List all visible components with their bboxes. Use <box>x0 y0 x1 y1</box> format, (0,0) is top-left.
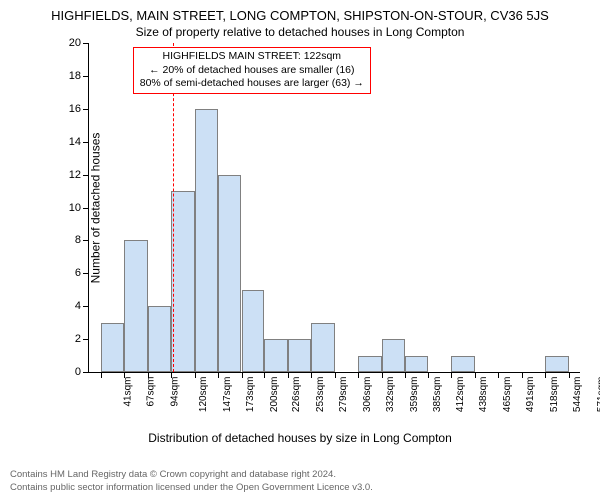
x-tick <box>311 372 312 378</box>
x-tick-label: 94sqm <box>170 377 181 407</box>
x-tick <box>148 372 149 378</box>
footer: Contains HM Land Registry data © Crown c… <box>10 469 590 494</box>
x-tick-label: 571sqm <box>596 377 600 413</box>
annotation-box: HIGHFIELDS MAIN STREET: 122sqm ← 20% of … <box>133 47 371 94</box>
x-tick-label: 359sqm <box>409 377 420 413</box>
x-tick-label: 120sqm <box>198 377 209 413</box>
x-tick <box>569 372 570 378</box>
annotation-line1: HIGHFIELDS MAIN STREET: 122sqm <box>140 50 364 64</box>
x-tick <box>101 372 102 378</box>
x-tick <box>382 372 383 378</box>
histogram-bar <box>264 339 288 372</box>
x-tick <box>498 372 499 378</box>
y-tick <box>83 339 89 340</box>
x-tick <box>545 372 546 378</box>
y-tick-label: 16 <box>59 103 81 115</box>
y-tick-label: 20 <box>59 37 81 49</box>
x-tick <box>288 372 289 378</box>
annotation-line2: ← 20% of detached houses are smaller (16… <box>140 64 364 78</box>
y-tick <box>83 372 89 373</box>
histogram-bar <box>382 339 405 372</box>
chart-inner: HIGHFIELDS MAIN STREET: 122sqm ← 20% of … <box>88 43 580 373</box>
plot-area: Number of detached houses HIGHFIELDS MAI… <box>58 43 580 373</box>
y-tick-label: 4 <box>59 300 81 312</box>
y-tick-label: 2 <box>59 333 81 345</box>
histogram-bar <box>218 175 242 372</box>
x-tick-label: 385sqm <box>432 377 443 413</box>
x-tick <box>218 372 219 378</box>
x-tick-label: 544sqm <box>572 377 583 413</box>
y-tick <box>83 208 89 209</box>
y-tick <box>83 109 89 110</box>
y-tick <box>83 142 89 143</box>
x-tick-label: 67sqm <box>146 377 157 407</box>
x-tick <box>124 372 125 378</box>
histogram-bar <box>288 339 311 372</box>
x-tick-label: 332sqm <box>385 377 396 413</box>
chart-title-main: HIGHFIELDS, MAIN STREET, LONG COMPTON, S… <box>10 8 590 23</box>
annotation-line3: 80% of semi-detached houses are larger (… <box>140 77 364 91</box>
x-tick <box>451 372 452 378</box>
x-axis-label: Distribution of detached houses by size … <box>10 431 590 445</box>
histogram-bar <box>358 356 382 372</box>
x-tick <box>428 372 429 378</box>
x-tick-label: 491sqm <box>525 377 536 413</box>
chart-title-sub: Size of property relative to detached ho… <box>10 25 590 39</box>
histogram-bar <box>101 323 124 372</box>
x-tick-label: 465sqm <box>502 377 513 413</box>
x-tick-label: 173sqm <box>245 377 256 413</box>
y-tick <box>83 273 89 274</box>
x-tick <box>242 372 243 378</box>
x-tick-label: 306sqm <box>362 377 373 413</box>
x-tick-label: 200sqm <box>269 377 280 413</box>
histogram-bar <box>148 306 171 372</box>
y-tick <box>83 43 89 44</box>
histogram-bar <box>124 240 148 372</box>
y-tick <box>83 76 89 77</box>
footer-line1: Contains HM Land Registry data © Crown c… <box>10 469 590 481</box>
x-tick <box>171 372 172 378</box>
y-tick-label: 14 <box>59 136 81 148</box>
y-tick <box>83 175 89 176</box>
x-tick-label: 41sqm <box>123 377 134 407</box>
x-tick <box>358 372 359 378</box>
footer-line2: Contains public sector information licen… <box>10 482 590 494</box>
histogram-bar <box>405 356 429 372</box>
chart-container: HIGHFIELDS, MAIN STREET, LONG COMPTON, S… <box>0 0 600 500</box>
histogram-bar <box>171 191 195 372</box>
y-tick-label: 10 <box>59 202 81 214</box>
x-tick-label: 147sqm <box>222 377 233 413</box>
y-tick-label: 18 <box>59 70 81 82</box>
y-tick-label: 8 <box>59 234 81 246</box>
x-tick <box>522 372 523 378</box>
x-tick <box>264 372 265 378</box>
histogram-bar <box>451 356 475 372</box>
histogram-bar <box>242 290 265 372</box>
x-tick <box>195 372 196 378</box>
y-tick-label: 0 <box>59 366 81 378</box>
histogram-bar <box>311 323 335 372</box>
y-tick <box>83 240 89 241</box>
x-tick <box>335 372 336 378</box>
x-tick <box>405 372 406 378</box>
y-tick-label: 12 <box>59 169 81 181</box>
x-tick-label: 518sqm <box>549 377 560 413</box>
x-tick-label: 253sqm <box>315 377 326 413</box>
x-tick-label: 412sqm <box>455 377 466 413</box>
histogram-bar <box>195 109 218 372</box>
x-tick-label: 438sqm <box>478 377 489 413</box>
histogram-bar <box>545 356 569 372</box>
x-tick <box>475 372 476 378</box>
x-tick-label: 226sqm <box>291 377 302 413</box>
y-tick <box>83 306 89 307</box>
x-tick-label: 279sqm <box>338 377 349 413</box>
y-tick-label: 6 <box>59 267 81 279</box>
